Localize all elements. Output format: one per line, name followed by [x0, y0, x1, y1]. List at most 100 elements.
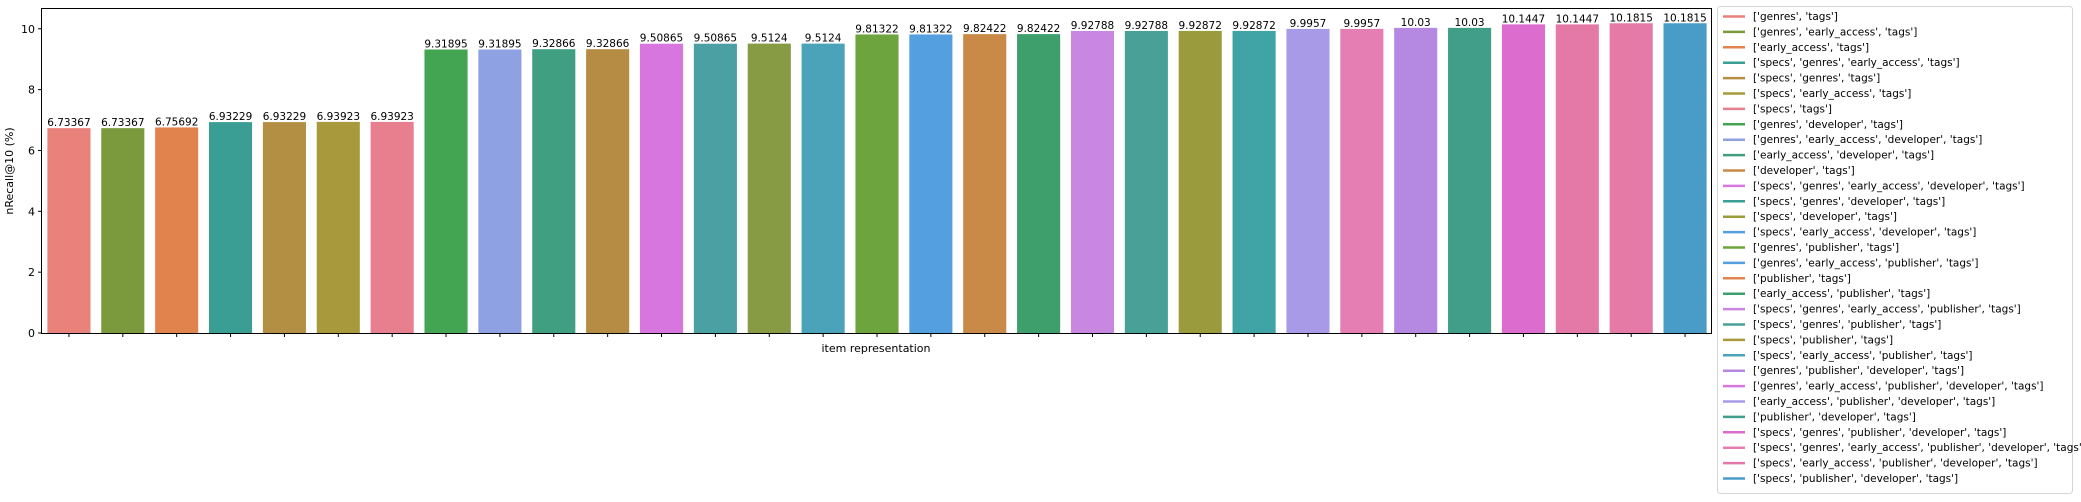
- bar-value-label: 10.03: [1401, 17, 1431, 29]
- bar-value-label: 9.32866: [586, 38, 630, 50]
- bar: [1233, 31, 1276, 333]
- y-axis-ticks: 0 2 4 6 8 10: [21, 23, 42, 340]
- bar: [209, 122, 252, 333]
- bar-value-label: 10.1447: [1502, 13, 1545, 25]
- legend-entry: ['genres', 'early_access', 'publisher', …: [1753, 257, 1979, 269]
- legend-entry: ['genres', 'publisher', 'tags']: [1753, 242, 1899, 254]
- bar: [263, 122, 306, 333]
- legend: ['genres', 'tags'] ['genres', 'early_acce…: [1718, 7, 2081, 494]
- bar-value-label: 6.93923: [317, 111, 360, 123]
- legend-entry: ['publisher', 'tags']: [1753, 273, 1851, 285]
- legend-entry: ['specs', 'genres', 'publisher', 'tags']: [1753, 319, 1941, 331]
- bar: [1125, 31, 1168, 333]
- legend-entry: ['early_access', 'publisher', 'developer…: [1753, 396, 1995, 408]
- x-axis-label: item representation: [821, 342, 930, 355]
- legend-entry: ['specs', 'genres', 'early_access', 'dev…: [1753, 180, 2025, 192]
- bars-layer: [47, 23, 1706, 333]
- bar-value-label: 9.50865: [694, 33, 737, 45]
- legend-entry: ['specs', 'developer', 'tags']: [1753, 211, 1897, 223]
- y-tick-label: 2: [28, 266, 35, 279]
- bar: [802, 44, 845, 333]
- bar: [855, 34, 898, 333]
- bar-value-label: 9.81322: [909, 23, 952, 35]
- legend-entry: ['specs', 'genres', 'early_access', 'tag…: [1753, 57, 1960, 69]
- legend-entry: ['specs', 'early_access', 'tags']: [1753, 88, 1911, 100]
- bar: [101, 128, 144, 333]
- bar: [1179, 31, 1222, 333]
- bar: [1394, 28, 1437, 333]
- bar-value-label: 9.82422: [963, 23, 1006, 35]
- legend-entry: ['specs', 'publisher', 'developer', 'tag…: [1753, 473, 1958, 485]
- bar-value-label: 9.50865: [640, 33, 683, 45]
- bar: [748, 44, 791, 333]
- bar-value-label: 9.31895: [478, 38, 521, 50]
- bar: [586, 49, 629, 333]
- bar: [909, 34, 952, 333]
- legend-entry: ['specs', 'tags']: [1753, 103, 1832, 115]
- legend-entry: ['genres', 'early_access', 'developer', …: [1753, 134, 1982, 146]
- bar-value-label: 9.31895: [424, 38, 467, 50]
- bar-value-label: 9.9957: [1290, 18, 1327, 30]
- bar-value-label: 9.5124: [751, 33, 788, 45]
- bar-value-label: 9.92788: [1125, 20, 1168, 32]
- bar-value-label: 9.81322: [855, 23, 898, 35]
- legend-entry: ['specs', 'publisher', 'tags']: [1753, 334, 1893, 346]
- bar: [1286, 29, 1329, 333]
- legend-entry: ['specs', 'early_access', 'publisher', '…: [1753, 350, 1973, 362]
- legend-entry: ['early_access', 'tags']: [1753, 42, 1869, 54]
- legend-entry: ['specs', 'genres', 'early_access', 'pub…: [1753, 304, 2021, 316]
- bar: [694, 44, 737, 333]
- bar-value-label: 6.73367: [47, 117, 90, 129]
- legend-entry: ['specs', 'genres', 'tags']: [1753, 73, 1880, 85]
- legend-entry: ['early_access', 'developer', 'tags']: [1753, 150, 1934, 162]
- bar: [1340, 29, 1383, 333]
- bar-value-label: 6.93923: [370, 111, 413, 123]
- bar-value-label: 10.1815: [1663, 12, 1706, 24]
- legend-entry: ['specs', 'early_access', 'developer', '…: [1753, 227, 1976, 239]
- bar: [317, 122, 360, 333]
- y-tick-label: 6: [28, 144, 35, 157]
- bar-value-label: 6.75692: [155, 116, 198, 128]
- bar: [1610, 23, 1653, 333]
- legend-entry: ['genres', 'early_access', 'tags']: [1753, 26, 1917, 38]
- legend-entry: ['specs', 'early_access', 'publisher', '…: [1753, 458, 2038, 470]
- legend-entry: ['specs', 'genres', 'developer', 'tags']: [1753, 196, 1945, 208]
- legend-entry: ['specs', 'genres', 'early_access', 'pub…: [1753, 442, 2081, 454]
- bar-value-label: 6.93229: [209, 111, 252, 123]
- y-tick-label: 4: [28, 205, 35, 218]
- bar: [155, 127, 198, 333]
- bar: [1502, 24, 1545, 333]
- bar-value-label: 10.1815: [1609, 12, 1652, 24]
- y-tick-label: 8: [28, 84, 35, 97]
- bar-value-label: 9.92788: [1071, 20, 1114, 32]
- bar-value-label: 10.03: [1455, 17, 1485, 29]
- bar-value-label: 9.32866: [532, 38, 576, 50]
- bar: [1017, 34, 1060, 333]
- bar-value-label: 10.1447: [1556, 13, 1599, 25]
- y-tick-label: 0: [28, 327, 35, 340]
- y-axis-label: nRecall@10 (%): [3, 127, 16, 214]
- bar: [640, 44, 683, 333]
- bar: [1664, 23, 1707, 333]
- legend-entry: ['genres', 'tags']: [1753, 11, 1838, 23]
- y-tick-label: 10: [21, 23, 35, 36]
- bar-value-label: 9.5124: [805, 33, 842, 45]
- bar: [963, 34, 1006, 333]
- bar-value-label: 9.92872: [1179, 20, 1222, 32]
- bar-value-label: 9.9957: [1343, 18, 1380, 30]
- bar-value-label: 6.73367: [101, 117, 144, 129]
- legend-entry: ['publisher', 'developer', 'tags']: [1753, 411, 1916, 423]
- bar: [1071, 31, 1114, 333]
- bar: [424, 49, 467, 333]
- bar: [371, 122, 414, 333]
- bar: [1448, 28, 1491, 333]
- legend-entry: ['specs', 'genres', 'publisher', 'develo…: [1753, 427, 2006, 439]
- legend-entry: ['developer', 'tags']: [1753, 165, 1855, 177]
- legend-entry: ['genres', 'publisher', 'developer', 'ta…: [1753, 365, 1964, 377]
- bar-value-label: 9.82422: [1017, 23, 1060, 35]
- legend-entry: ['genres', 'early_access', 'publisher', …: [1753, 381, 2044, 393]
- legend-entry: ['genres', 'developer', 'tags']: [1753, 119, 1903, 131]
- bar-value-label: 9.92872: [1232, 20, 1275, 32]
- bar-value-label: 6.93229: [263, 111, 306, 123]
